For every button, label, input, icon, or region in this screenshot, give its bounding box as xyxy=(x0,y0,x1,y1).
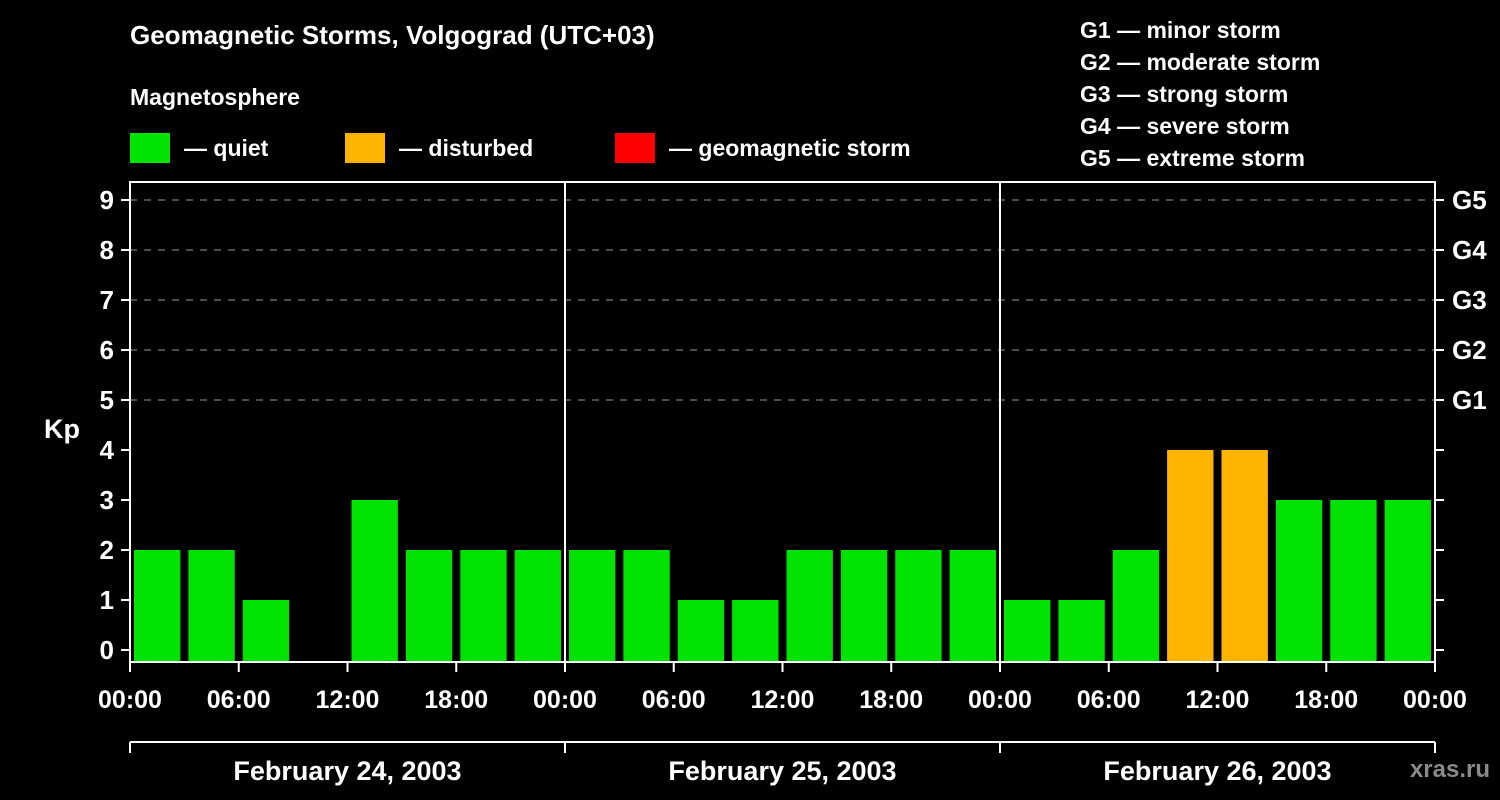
kp-bar xyxy=(1004,600,1051,662)
g-axis-label: G3 xyxy=(1452,285,1487,315)
kp-bar xyxy=(732,600,779,662)
kp-bar xyxy=(1384,500,1431,662)
y-tick-label: 6 xyxy=(100,335,114,365)
x-tick-label: 12:00 xyxy=(751,686,815,714)
kp-bar xyxy=(134,550,181,662)
y-tick-label: 4 xyxy=(100,435,115,465)
kp-bar xyxy=(460,550,507,662)
date-label: February 25, 2003 xyxy=(668,756,896,786)
g-axis-label: G2 xyxy=(1452,335,1487,365)
x-tick-label: 18:00 xyxy=(859,686,923,714)
legend-item-storm: — geomagnetic storm xyxy=(615,133,911,163)
x-tick-label: 00:00 xyxy=(98,686,162,714)
kp-bar xyxy=(786,550,833,662)
y-tick-label: 0 xyxy=(100,635,114,665)
kp-bar xyxy=(405,550,453,662)
x-tick-label: 18:00 xyxy=(1294,686,1358,714)
kp-bar xyxy=(569,550,616,662)
storm-swatch-icon xyxy=(615,133,655,163)
g-scale-legend: G1 — minor storm G2 — moderate storm G3 — … xyxy=(1080,14,1320,174)
kp-bar xyxy=(677,600,725,662)
x-tick-label: 12:00 xyxy=(1186,686,1250,714)
legend-item-quiet: — quiet xyxy=(130,133,268,163)
kp-bar xyxy=(1221,450,1268,662)
kp-bar xyxy=(514,550,561,662)
legend-item-disturbed: — disturbed xyxy=(345,133,533,163)
g-axis-label: G4 xyxy=(1452,235,1487,265)
kp-bar xyxy=(840,550,888,662)
x-tick-label: 06:00 xyxy=(1077,686,1141,714)
legend-item-label: — disturbed xyxy=(399,134,534,161)
kp-bar xyxy=(895,550,942,662)
x-tick-label: 12:00 xyxy=(316,686,380,714)
y-tick-label: 3 xyxy=(100,485,114,515)
y-tick-label: 2 xyxy=(100,535,114,565)
x-tick-label: 00:00 xyxy=(533,686,597,714)
y-tick-label: 5 xyxy=(100,385,114,415)
g-axis-label: G1 xyxy=(1452,385,1487,415)
x-tick-label: 00:00 xyxy=(1403,686,1467,714)
date-label: February 26, 2003 xyxy=(1103,756,1331,786)
g-legend-item: G5 — extreme storm xyxy=(1080,145,1305,171)
magnetosphere-label: Magnetosphere xyxy=(130,84,300,110)
kp-bar xyxy=(1167,450,1214,662)
kp-bar xyxy=(351,500,398,662)
kp-bar xyxy=(1275,500,1323,662)
kp-axis-label: Kp xyxy=(44,414,80,444)
kp-bar xyxy=(1058,600,1105,662)
kp-bar xyxy=(949,550,996,662)
x-tick-label: 06:00 xyxy=(642,686,706,714)
g-legend-item: G2 — moderate storm xyxy=(1080,49,1321,75)
x-tick-label: 18:00 xyxy=(424,686,488,714)
y-tick-label: 1 xyxy=(100,585,114,615)
g-legend-item: G1 — minor storm xyxy=(1080,17,1281,43)
kp-bar xyxy=(623,550,670,662)
y-tick-label: 9 xyxy=(100,185,114,215)
date-label: February 24, 2003 xyxy=(233,756,461,786)
quiet-swatch-icon xyxy=(130,133,170,163)
kp-bar xyxy=(1112,550,1160,662)
g-legend-item: G4 — severe storm xyxy=(1080,113,1290,139)
x-tick-label: 00:00 xyxy=(968,686,1032,714)
legend-item-label: — quiet xyxy=(184,134,269,161)
disturbed-swatch-icon xyxy=(345,133,385,163)
x-tick-label: 06:00 xyxy=(207,686,271,714)
g-axis-label: G5 xyxy=(1452,185,1487,215)
g-legend-item: G3 — strong storm xyxy=(1080,81,1289,107)
page-title: Geomagnetic Storms, Volgograd (UTC+03) xyxy=(130,20,655,50)
legend-item-label: — geomagnetic storm xyxy=(669,134,911,161)
y-tick-label: 8 xyxy=(100,235,114,265)
kp-bar xyxy=(1330,500,1377,662)
watermark: xras.ru xyxy=(1409,756,1490,783)
y-tick-label: 7 xyxy=(100,285,114,315)
kp-bar xyxy=(188,550,235,662)
kp-bar xyxy=(242,600,290,662)
